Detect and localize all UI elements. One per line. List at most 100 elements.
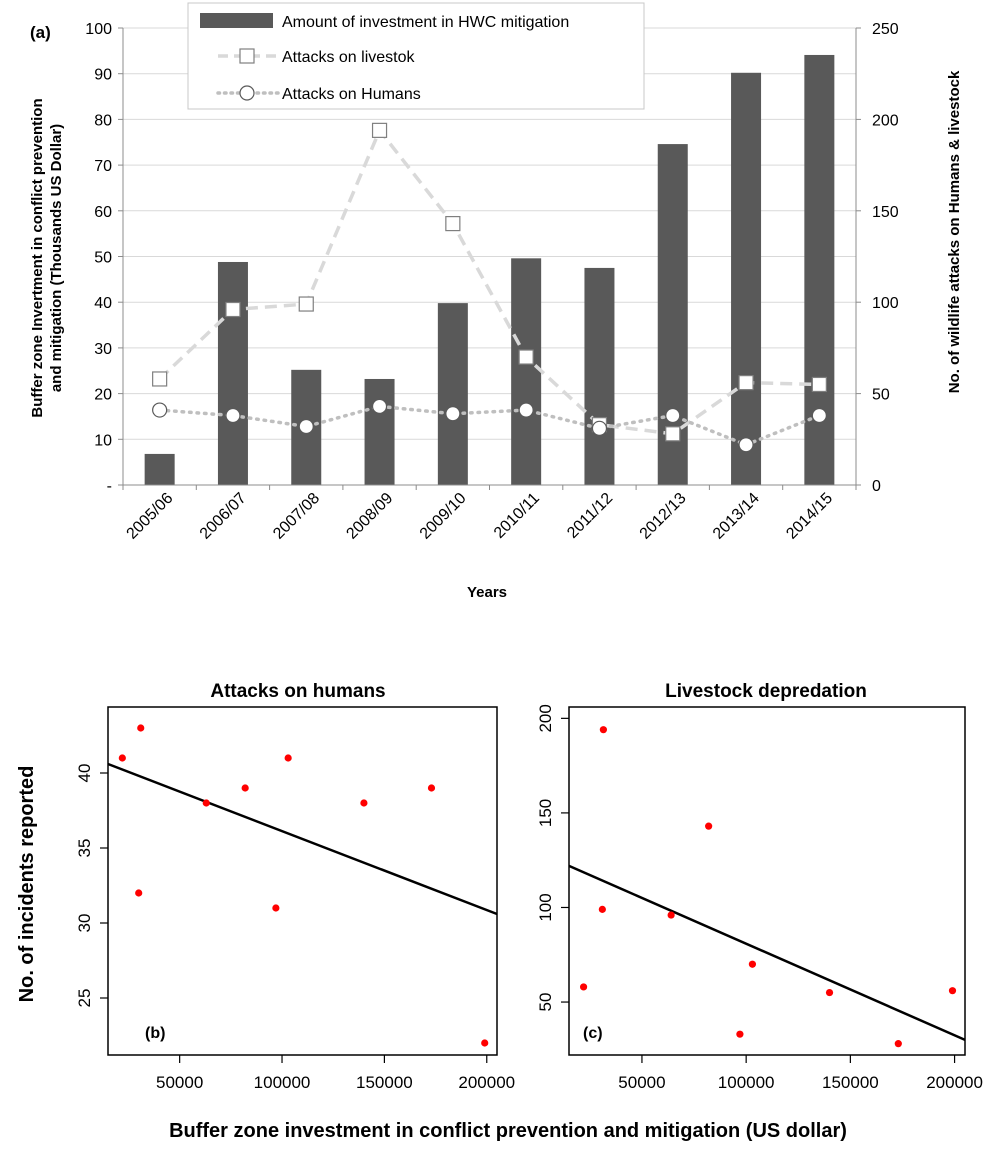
human-attack-marker <box>298 418 314 435</box>
human-attack-marker <box>445 406 461 422</box>
shared-y-axis-label: No. of incidents reported <box>16 766 38 1003</box>
left-tick-label: 70 <box>94 158 112 175</box>
right-tick-label: 200 <box>872 112 899 129</box>
x-tick-label: 200000 <box>926 1073 983 1092</box>
livestock-attack-marker <box>371 122 388 138</box>
data-point <box>284 754 292 762</box>
human-attack-marker <box>225 407 241 424</box>
x-tick-label: 2014/15 <box>783 490 836 543</box>
panel-a-x-ticks: 2005/06 2006/07 2007/08 2008/09 2009/10 2010/… <box>122 485 857 543</box>
data-point <box>825 988 834 997</box>
human-attack-marker <box>811 407 827 424</box>
human-attack-marker <box>738 437 754 453</box>
panel-c-label: (c) <box>583 1025 603 1042</box>
right-tick-label: 250 <box>872 21 899 38</box>
shared-x-axis-label: Buffer zone investment in conflict preve… <box>169 1120 847 1142</box>
right-tick-label: 50 <box>872 387 890 404</box>
x-tick-label: 2007/08 <box>270 490 323 543</box>
bar <box>584 267 615 485</box>
x-tick-label: 2012/13 <box>637 490 690 543</box>
x-tick-label: 200000 <box>458 1073 515 1092</box>
data-point <box>360 799 368 807</box>
panel-b-label: (b) <box>145 1025 165 1042</box>
panel-a-left-ticks: - 10 20 30 40 50 60 70 80 90 100 <box>85 21 123 495</box>
regression-line <box>107 762 498 916</box>
livestock-attack-marker <box>665 426 681 442</box>
livestock-attack-marker <box>738 375 754 391</box>
y-tick-label: 200 <box>536 704 555 732</box>
data-point <box>272 904 280 912</box>
data-point <box>579 983 588 991</box>
panel-c-plot: 50000 100000 150000 200000 50 100 150 200 <box>536 704 983 1092</box>
x-tick-label: 2005/06 <box>124 490 177 543</box>
data-point <box>241 784 249 792</box>
bar <box>217 261 248 485</box>
bar <box>437 303 468 485</box>
x-tick-label: 2011/12 <box>564 490 616 542</box>
panel-a-right-axis-label: No. of wildlife attacks on Humans & live… <box>946 70 963 393</box>
plot-frame <box>568 706 966 1056</box>
left-tick-label: 40 <box>94 295 112 312</box>
data-point <box>202 799 210 807</box>
data-point <box>137 724 145 732</box>
panel-c-livestock-depredation: Livestock depredation 50000 100000 150000 2… <box>536 681 983 1092</box>
data-point <box>599 726 607 734</box>
x-tick-label: 50000 <box>156 1073 203 1092</box>
bar <box>364 378 395 485</box>
left-tick-label: - <box>107 478 112 495</box>
legend-livestock-label: Attacks on livestok <box>282 49 416 66</box>
livestock-attack-marker <box>811 376 827 393</box>
human-attack-marker <box>371 398 388 414</box>
panel-b-title: Attacks on humans <box>210 681 385 702</box>
plot-frame <box>107 706 498 1056</box>
data-point <box>481 1039 489 1047</box>
right-tick-label: 100 <box>872 295 899 312</box>
livestock-attack-marker <box>152 371 168 387</box>
human-attack-marker <box>518 402 534 418</box>
y-tick-label: 25 <box>75 989 94 1008</box>
panel-c-title: Livestock depredation <box>665 681 867 702</box>
human-attack-marker <box>591 420 608 436</box>
human-attack-marker <box>152 402 168 418</box>
left-tick-label: 10 <box>94 432 112 449</box>
data-point <box>118 754 126 762</box>
bar <box>511 258 542 485</box>
panel-a-legend: Amount of investment in HWC mitigation A… <box>187 2 645 110</box>
data-point <box>748 960 757 968</box>
bar <box>731 72 762 485</box>
x-tick-label: 2013/14 <box>710 490 763 543</box>
y-tick-label: 50 <box>536 993 555 1012</box>
livestock-attacks-line <box>158 126 820 436</box>
right-tick-label: 0 <box>872 478 881 495</box>
left-tick-label: 30 <box>94 341 112 358</box>
left-tick-label: 90 <box>94 67 112 84</box>
y-tick-label: 150 <box>536 799 555 827</box>
legend-bar-swatch <box>200 13 273 28</box>
right-tick-label: 150 <box>872 204 899 221</box>
x-tick-label: 2006/07 <box>197 490 250 543</box>
left-tick-label: 50 <box>94 250 112 267</box>
x-tick-label: 2010/11 <box>491 490 543 542</box>
x-tick-label: 2009/10 <box>417 490 470 543</box>
legend-square-marker <box>239 48 255 64</box>
livestock-attack-marker <box>225 301 241 318</box>
y-tick-label: 35 <box>75 839 94 858</box>
panel-a-left-axis-label-line2: and mitigation (Thousands US Dollar) <box>48 124 65 392</box>
data-point <box>894 1040 902 1048</box>
left-tick-label: 60 <box>94 204 112 221</box>
regression-line <box>568 864 966 1042</box>
legend-investment-label: Amount of investment in HWC mitigation <box>282 14 569 31</box>
x-tick-label: 150000 <box>822 1073 879 1092</box>
livestock-attack-marker <box>518 349 534 365</box>
data-point <box>427 784 436 792</box>
y-tick-label: 40 <box>75 764 94 783</box>
legend-circle-marker <box>239 85 255 101</box>
legend-humans-label: Attacks on Humans <box>282 86 421 103</box>
panel-b-attacks-on-humans: Attacks on humans 50000 100000 150000 20000… <box>75 681 515 1092</box>
x-tick-label: 100000 <box>254 1073 311 1092</box>
left-tick-label: 100 <box>85 21 112 38</box>
panel-a-lines <box>152 122 827 453</box>
panel-a-right-ticks: 0 50 100 150 200 250 <box>856 21 899 495</box>
x-tick-label: 2008/09 <box>343 490 396 543</box>
